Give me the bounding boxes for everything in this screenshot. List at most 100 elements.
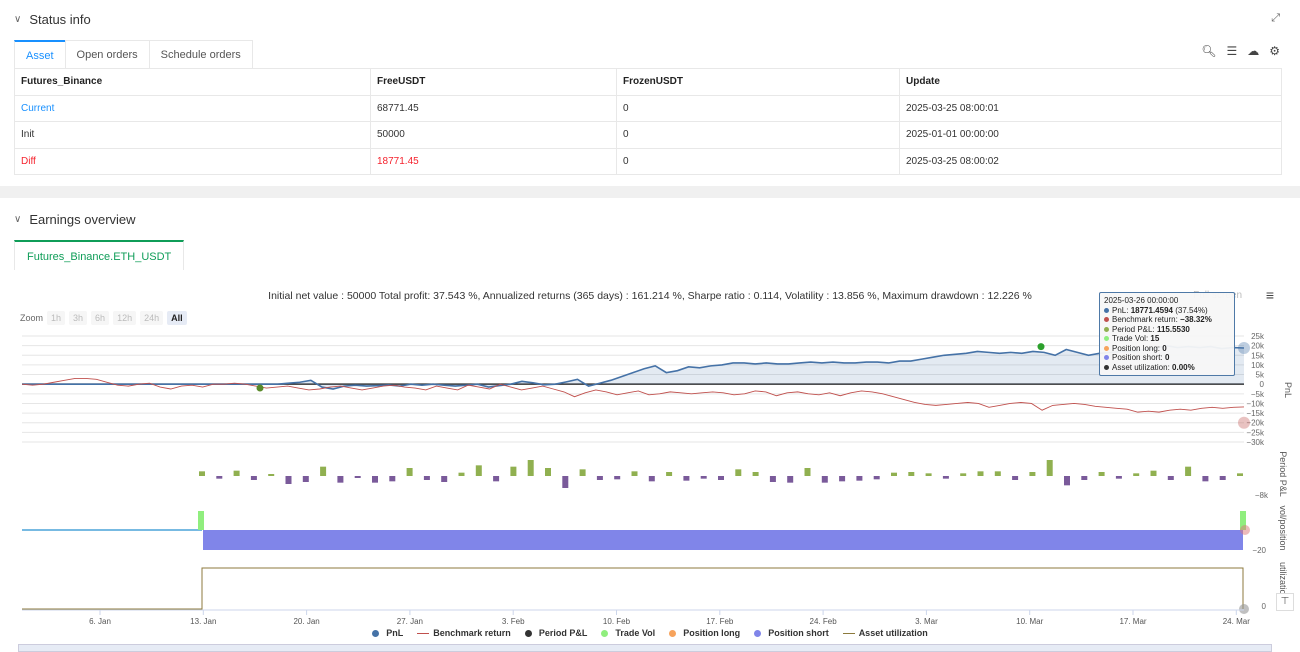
legend-period-pnl[interactable]: Period P&L [524, 628, 587, 638]
period-bar [441, 476, 448, 482]
tooltip-date: 2025-03-26 00:00:00 [1104, 296, 1179, 305]
y-tick-label: 10k [1251, 361, 1265, 370]
y-tick-label: 15k [1251, 351, 1265, 360]
row-label[interactable]: Current [14, 94, 371, 122]
table-header-row: Futures_Binance FreeUSDT FrozenUSDT Upda… [14, 68, 1282, 96]
period-bar [562, 476, 569, 488]
chart-menu-icon[interactable]: ≡ [1265, 287, 1274, 303]
tab-asset[interactable]: Asset [14, 40, 66, 68]
status-header[interactable]: ∨ Status info [14, 12, 91, 27]
legend-position-short[interactable]: Position short [754, 628, 829, 638]
chevron-down-icon[interactable]: ∨ [14, 214, 22, 225]
util-axis-label: utilizatio... [1278, 562, 1288, 602]
period-bar [596, 476, 603, 480]
period-bar [960, 473, 967, 476]
earnings-panel: ∨ Earnings overview Futures_Binance.ETH_… [0, 198, 1300, 652]
period-bar [458, 472, 465, 476]
period-bar [372, 476, 378, 483]
tab-eth-usdt[interactable]: Futures_Binance.ETH_USDT [14, 240, 185, 270]
list-icon[interactable]: ☰ [1226, 44, 1238, 58]
search-icon[interactable]: 🔍︎ [1201, 44, 1217, 58]
period-bar [856, 476, 863, 481]
period-bar [216, 476, 223, 479]
scroll-top-button[interactable]: ⊤ [1276, 593, 1294, 611]
earnings-title: Earnings overview [29, 212, 136, 227]
tooltip-long: Position long: 0 [1104, 344, 1230, 354]
period-bar [423, 476, 430, 480]
cell-frozen: 0 [616, 147, 900, 175]
y-tick-label: −25k [1246, 428, 1265, 437]
collapse-icon[interactable]: ⤢ [1271, 12, 1280, 24]
x-tick-label: 13. Jan [190, 617, 216, 626]
zoom-6h[interactable]: 6h [91, 311, 110, 325]
x-tick-label: 27. Jan [397, 617, 423, 626]
legend-pnl[interactable]: PnL [372, 628, 403, 638]
period-bar [406, 468, 413, 476]
period-bar [493, 476, 500, 482]
period-bar [666, 472, 673, 476]
period-bar [302, 476, 309, 482]
period-bar [908, 472, 915, 476]
period-bar [285, 476, 292, 484]
y-tick-label: −15k [1246, 409, 1265, 418]
legend-benchmark[interactable]: Benchmark return [417, 628, 511, 638]
table-row: Init 50000 0 2025-01-01 00:00:00 [14, 121, 1282, 149]
chart-navigator[interactable] [18, 644, 1272, 652]
zoom-1h[interactable]: 1h [47, 311, 66, 325]
period-bar [648, 476, 655, 482]
period-bar [1029, 472, 1036, 476]
chart-svg[interactable]: 25k20k15k10k5k0−5k−10k−15k−20k−25k−30kPn… [0, 198, 1300, 652]
period-bar [527, 460, 534, 476]
cloud-download-icon[interactable]: ☁ [1247, 44, 1260, 58]
zoom-all[interactable]: All [167, 311, 187, 325]
asset-table: Futures_Binance FreeUSDT FrozenUSDT Upda… [14, 68, 1282, 175]
tab-schedule-orders[interactable]: Schedule orders [148, 40, 253, 68]
period-bar [1150, 470, 1157, 476]
y-tick-label: 5k [1256, 371, 1265, 380]
period-bar [1064, 476, 1070, 486]
zoom-24h[interactable]: 24h [140, 311, 164, 325]
tooltip-pnl: PnL: 18771.4594 (37.54%) [1104, 306, 1230, 316]
period-bar [994, 471, 1001, 476]
period-bar [1185, 466, 1192, 476]
chart-tooltip: 2025-03-26 00:00:00 PnL: 18771.4594 (37.… [1099, 292, 1235, 376]
period-bar [1219, 476, 1226, 480]
y-tick-label: −20k [1246, 419, 1265, 428]
row-label: Diff [14, 147, 371, 175]
trade-marker [256, 384, 264, 392]
table-row: Diff 18771.45 0 2025-03-25 08:00:02 [14, 147, 1282, 175]
legend-utilization[interactable]: Asset utilization [842, 628, 928, 638]
period-bar [925, 473, 932, 476]
tab-open-orders[interactable]: Open orders [64, 40, 150, 68]
x-tick-label: 20. Jan [293, 617, 319, 626]
period-bar [354, 476, 361, 478]
trade-marker [1037, 343, 1045, 351]
benchmark-line [21, 377, 1245, 413]
period-bar [199, 471, 205, 476]
x-tick-label: 3. Feb [502, 617, 525, 626]
cell-update: 2025-03-25 08:00:02 [899, 147, 1282, 175]
zoom-label: Zoom [20, 313, 44, 323]
status-title: Status info [29, 12, 91, 27]
x-tick-label: 24. Mar [1223, 617, 1250, 626]
tooltip-period: Period P&L: 115.5530 [1104, 325, 1230, 335]
gear-icon[interactable]: ⚙ [1269, 44, 1280, 58]
zoom-12h[interactable]: 12h [113, 311, 137, 325]
chevron-down-icon[interactable]: ∨ [14, 14, 22, 25]
cell-update: 2025-01-01 00:00:00 [899, 121, 1282, 149]
zoom-3h[interactable]: 3h [69, 311, 88, 325]
col-header-frozen: FrozenUSDT [616, 68, 900, 96]
period-bar [873, 476, 880, 480]
period-bar [1133, 473, 1140, 476]
period-bar [1081, 476, 1088, 480]
earnings-header[interactable]: ∨ Earnings overview [14, 212, 136, 227]
period-bar [614, 476, 621, 480]
legend-trade-vol[interactable]: Trade Vol [601, 628, 655, 638]
utilization-line [22, 567, 1244, 610]
legend-position-long[interactable]: Position long [669, 628, 740, 638]
period-bar [683, 476, 690, 481]
cell-update: 2025-03-25 08:00:01 [899, 94, 1282, 122]
period-bar [545, 468, 551, 476]
period-axis-tick: −8k [1255, 491, 1269, 500]
earnings-chart: Initial net value : 50000 Total profit: … [0, 198, 1300, 652]
